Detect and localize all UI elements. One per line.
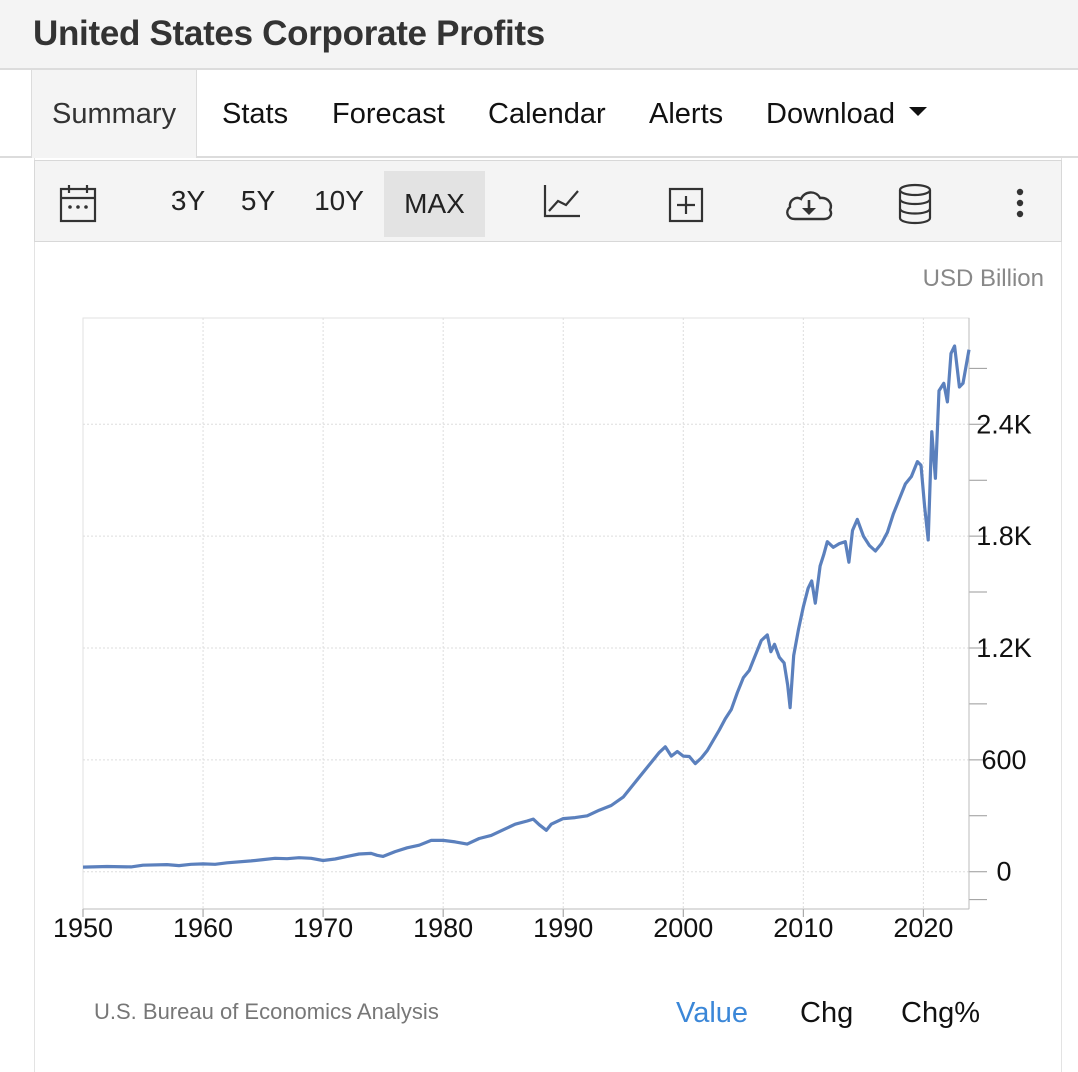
range-5y-button[interactable]: 5Y: [240, 185, 276, 216]
add-indicator-icon[interactable]: [668, 187, 704, 223]
chart-toolbar: 3Y 5Y 10Y MAX: [34, 160, 1062, 242]
x-tick-label: 1970: [293, 913, 353, 943]
x-tick-label: 2000: [653, 913, 713, 943]
tab-calendar[interactable]: Calendar: [488, 98, 606, 130]
tab-stats[interactable]: Stats: [222, 98, 289, 130]
tab-download[interactable]: Download: [766, 70, 927, 158]
tab-forecast[interactable]: Forecast: [332, 98, 445, 130]
chg-percent-toggle-button[interactable]: Chg%: [901, 997, 980, 1029]
tab-bar: Summary Stats Forecast Calendar Alerts D…: [0, 70, 1078, 158]
chart-ticks: 1950 1960 1970 1980 1990 2000 2010 2020 0 600 1.2K…: [53, 409, 1032, 943]
more-vertical-icon[interactable]: [1014, 187, 1026, 221]
y-tick-label: 1.2K: [976, 633, 1032, 663]
y-tick-label: 0: [996, 857, 1011, 887]
page-title: United States Corporate Profits: [33, 14, 545, 53]
x-tick-label: 2010: [773, 913, 833, 943]
caret-down-icon: [908, 106, 927, 116]
y-tick-label: 1.8K: [976, 521, 1032, 551]
x-tick-label: 2020: [893, 913, 953, 943]
database-icon[interactable]: [897, 183, 933, 225]
range-3y-button[interactable]: 3Y: [170, 185, 206, 216]
source-label: U.S. Bureau of Economics Analysis: [94, 999, 439, 1024]
x-tick-label: 1960: [173, 913, 233, 943]
tab-download-label: Download: [766, 98, 895, 130]
unit-label: USD Billion: [922, 265, 1044, 292]
page-header: United States Corporate Profits: [0, 0, 1078, 70]
range-max-button[interactable]: MAX: [384, 171, 485, 237]
chg-toggle-button[interactable]: Chg: [800, 997, 854, 1029]
tab-summary[interactable]: Summary: [31, 70, 198, 158]
value-toggle-button[interactable]: Value: [676, 997, 749, 1029]
y-tick-label: 600: [981, 745, 1026, 775]
y-tick-label: 2.4K: [976, 409, 1032, 439]
chart-panel: [34, 158, 1062, 1072]
x-tick-label: 1950: [53, 913, 113, 943]
line-chart-icon[interactable]: [542, 183, 582, 219]
calendar-icon[interactable]: [59, 183, 97, 223]
series-line: [82, 344, 971, 869]
cloud-download-icon[interactable]: [783, 187, 835, 223]
range-10y-button[interactable]: 10Y: [314, 185, 364, 216]
chart-axes: [82, 318, 987, 917]
x-tick-label: 1980: [413, 913, 473, 943]
x-tick-label: 1990: [533, 913, 593, 943]
tab-alerts[interactable]: Alerts: [649, 98, 724, 130]
